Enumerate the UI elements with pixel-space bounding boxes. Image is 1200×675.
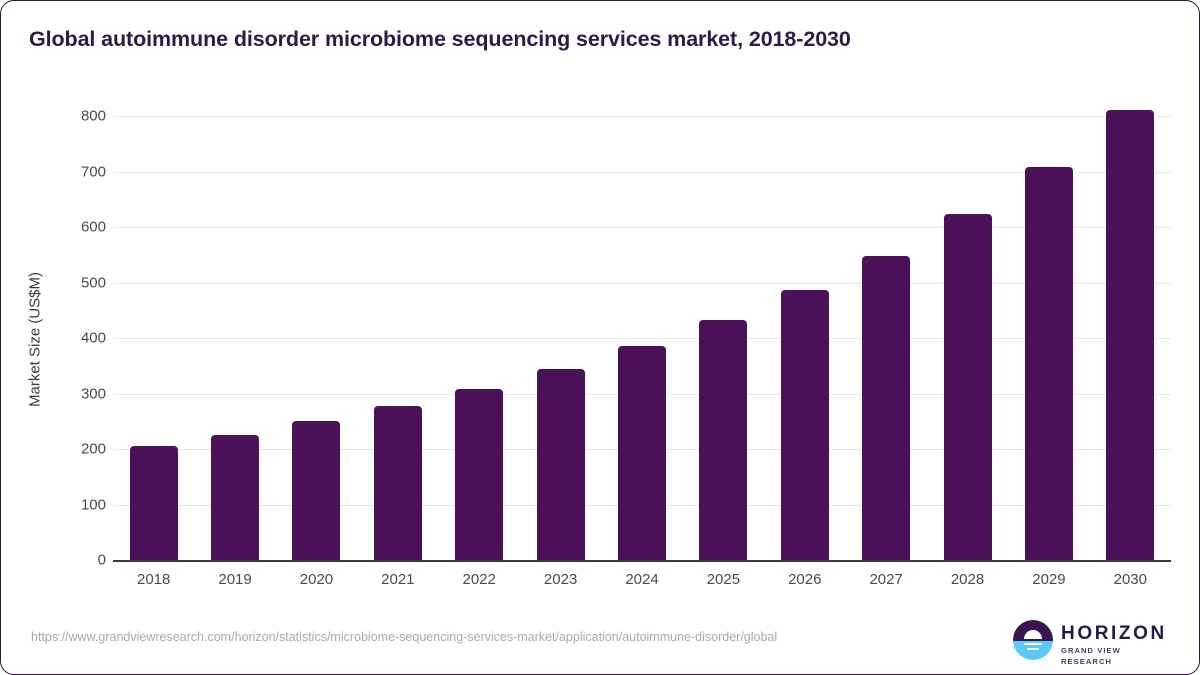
y-axis-tick-label: 700 (80, 163, 106, 180)
bar-2018[interactable] (129, 446, 178, 560)
bar-2026[interactable] (780, 289, 829, 560)
y-axis-tick-label: 300 (80, 385, 106, 402)
horizon-logo: HORIZON GRAND VIEW RESEARCH (1013, 618, 1164, 666)
x-axis-tick-label: 2018 (137, 571, 171, 588)
y-axis-tick-label: 600 (80, 218, 106, 236)
x-axis-tick-label: 2021 (381, 571, 415, 588)
bar-2025[interactable] (699, 320, 748, 560)
gridline (113, 227, 1171, 228)
gridline (113, 171, 1171, 173)
logo-line-2 (1027, 648, 1039, 650)
bar-2021[interactable] (373, 406, 422, 560)
x-axis-tick-label: 2020 (299, 571, 334, 588)
bar-2029[interactable] (1024, 167, 1073, 560)
logo-line-1 (1024, 643, 1042, 645)
gridline (113, 338, 1171, 339)
bar-2020[interactable] (292, 421, 341, 560)
bar-2019[interactable] (211, 434, 260, 560)
x-axis-tick-label: 2029 (1032, 571, 1066, 588)
bar-2023[interactable] (536, 369, 585, 560)
x-axis-tick-label: 2023 (543, 571, 578, 588)
x-axis-tick-label: 2030 (1113, 571, 1147, 588)
page-title: Global autoimmune disorder microbiome se… (29, 27, 851, 51)
horizon-sun-circle-icon (1013, 620, 1053, 660)
x-axis-tick-label: 2027 (869, 571, 903, 588)
logo-text-block: HORIZON GRAND VIEW RESEARCH (1061, 624, 1167, 667)
bar-2030[interactable] (1106, 110, 1155, 560)
bar-2027[interactable] (862, 255, 911, 560)
gridline (113, 116, 1171, 117)
logo-tagline: GRAND VIEW RESEARCH (1061, 646, 1121, 666)
x-axis-tick-label: 2028 (950, 571, 985, 588)
logo-sun-shape (1024, 630, 1042, 639)
gridline (113, 282, 1171, 284)
y-axis-tick-label: 0 (97, 551, 106, 569)
bar-2028[interactable] (943, 214, 992, 560)
y-axis-tick-label: 400 (80, 329, 106, 347)
source-url[interactable]: https://www.grandviewresearch.com/horizo… (31, 630, 778, 644)
x-axis-tick-label: 2019 (218, 571, 252, 588)
bar-2024[interactable] (618, 346, 666, 560)
y-axis-tick-label: 800 (80, 107, 106, 125)
bar-2022[interactable] (455, 389, 504, 560)
x-axis-tick-label: 2026 (788, 571, 822, 588)
x-axis-tick-label: 2022 (462, 571, 496, 588)
y-axis-tick-label: 500 (80, 274, 106, 291)
y-axis-tick-label: 100 (80, 496, 106, 513)
x-axis-line (113, 560, 1171, 562)
logo-wordmark: HORIZON (1061, 623, 1167, 644)
x-axis-tick-label: 2024 (625, 571, 659, 588)
y-axis-tick-label: 200 (80, 440, 106, 458)
x-axis-tick-label: 2025 (706, 571, 741, 588)
